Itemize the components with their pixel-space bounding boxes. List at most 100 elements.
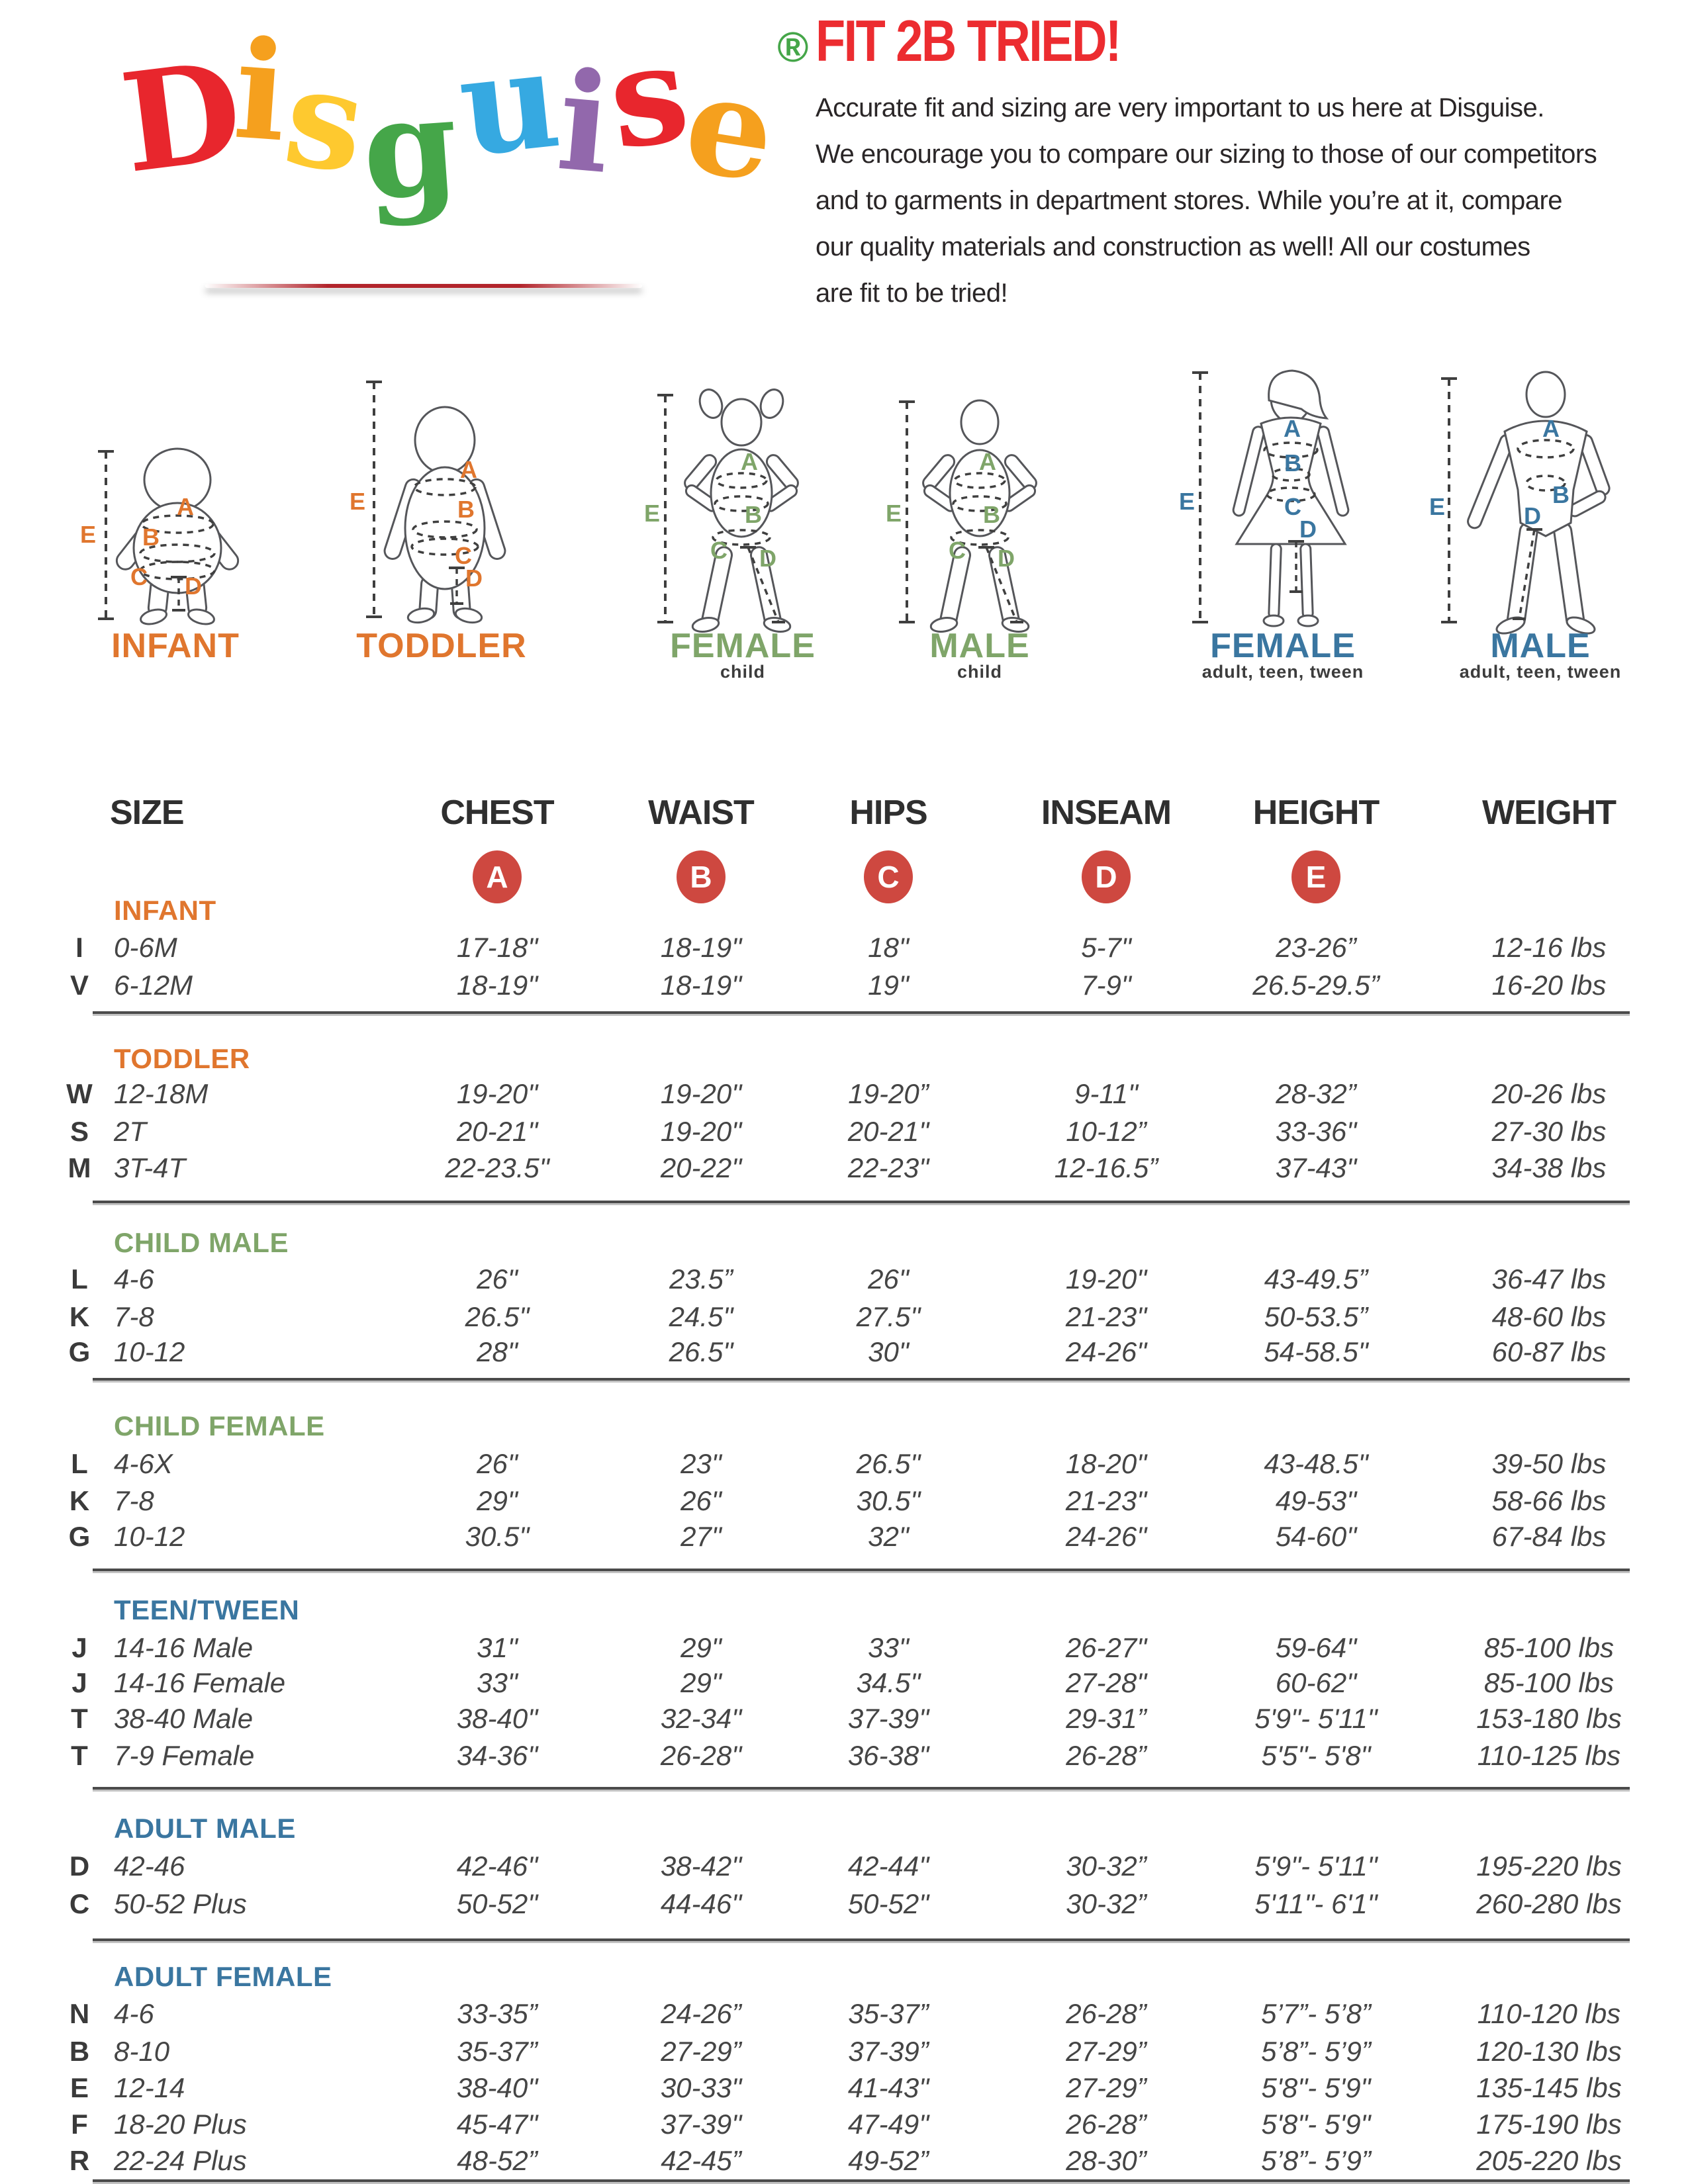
cell-chest: 31": [477, 1632, 518, 1663]
cell-height: 5'8"- 5'9": [1261, 2109, 1371, 2140]
row-code-letter: S: [70, 1116, 89, 1147]
svg-text:D: D: [998, 545, 1015, 572]
cell-inseam: 27-29”: [1066, 2072, 1147, 2103]
row-code-letter: T: [71, 1740, 88, 1771]
section-label-child-male: CHILD MALE: [114, 1227, 289, 1258]
figure-label-male-child: MALE: [929, 627, 1030, 665]
cell-weight: 135-145 lbs: [1476, 2072, 1622, 2103]
figure-sublabel-female-adult: adult, teen, tween: [1201, 662, 1364, 682]
figure-label-female-child: FEMALE: [670, 627, 816, 665]
cell-height: 5’8”- 5’9”: [1261, 2145, 1371, 2176]
svg-text:C: C: [130, 563, 148, 590]
cell-hips: 42-44": [847, 1850, 929, 1882]
row-code-letter: I: [75, 932, 83, 963]
cell-size: 22-24 Plus: [114, 2145, 247, 2176]
row-code-letter: M: [68, 1152, 91, 1183]
intro-line: our quality materials and construction a…: [816, 232, 1530, 261]
row-code-letter: D: [69, 1850, 90, 1882]
logo-letter: g: [357, 66, 463, 231]
cell-chest: 22-23.5": [445, 1152, 549, 1183]
cell-waist: 26.5": [669, 1336, 733, 1367]
cell-size: 3T-4T: [114, 1152, 186, 1183]
row-code-letter: J: [71, 1632, 87, 1663]
registered-trademark-icon: ®: [777, 23, 809, 71]
svg-text:A: A: [1542, 415, 1560, 442]
svg-text:E: E: [1179, 488, 1195, 515]
svg-text:C: C: [710, 537, 727, 564]
cell-chest: 45-47": [456, 2109, 538, 2140]
cell-height: 5'5"- 5'8": [1261, 1740, 1371, 1771]
row-code-letter: E: [70, 2072, 89, 2103]
cell-chest: 26.5": [465, 1301, 530, 1332]
cell-chest: 19-20": [456, 1078, 538, 1109]
cell-chest: 17-18": [456, 932, 538, 963]
svg-text:B: B: [983, 501, 1000, 528]
cell-waist: 44-46": [660, 1888, 742, 1919]
svg-text:C: C: [1284, 493, 1301, 520]
cell-waist: 23": [680, 1448, 722, 1479]
cell-size: 14-16 Female: [114, 1667, 286, 1698]
svg-text:D: D: [1299, 516, 1317, 543]
cell-waist: 42-45”: [661, 2145, 741, 2176]
cell-chest: 26": [477, 1448, 518, 1479]
cell-chest: 20-21": [456, 1116, 538, 1147]
measure-badge-c: C: [864, 850, 913, 903]
cell-height: 5'8"- 5'9": [1261, 2072, 1371, 2103]
cell-inseam: 9-11": [1074, 1078, 1138, 1109]
logo-letter: s: [600, 13, 698, 181]
svg-text:B: B: [1284, 449, 1301, 477]
cell-height: 43-49.5”: [1264, 1263, 1368, 1295]
cell-weight: 205-220 lbs: [1476, 2145, 1622, 2176]
cell-inseam: 26-28”: [1066, 1998, 1147, 2029]
cell-height: 54-58.5": [1264, 1336, 1368, 1367]
cell-hips: 30.5": [856, 1485, 921, 1516]
cell-height: 60-62": [1275, 1667, 1357, 1698]
row-code-letter: B: [69, 2036, 90, 2067]
cell-waist: 29": [680, 1632, 722, 1663]
cell-size: 7-8: [114, 1301, 154, 1332]
figure-label-male-adult: MALE: [1490, 627, 1591, 665]
cell-inseam: 28-30”: [1066, 2145, 1147, 2176]
cell-chest: 38-40": [456, 1703, 538, 1734]
svg-text:D: D: [759, 545, 776, 572]
cell-hips: 27.5": [856, 1301, 921, 1332]
intro-line: are fit to be tried!: [816, 279, 1008, 308]
col-header-weight: WEIGHT: [1482, 794, 1617, 832]
cell-hips: 26.5": [856, 1448, 921, 1479]
cell-hips: 18": [868, 932, 909, 963]
cell-inseam: 27-29”: [1066, 2036, 1147, 2067]
cell-chest: 34-36": [456, 1740, 538, 1771]
figure-label-toddler: TODDLER: [356, 627, 527, 665]
row-code-letter: R: [69, 2145, 90, 2176]
measure-badge-e: E: [1291, 850, 1340, 903]
cell-waist: 37-39": [660, 2109, 742, 2140]
cell-weight: 27-30 lbs: [1491, 1116, 1607, 1147]
cell-inseam: 21-23": [1065, 1485, 1147, 1516]
cell-chest: 29": [477, 1485, 518, 1516]
row-code-letter: G: [68, 1521, 91, 1552]
cell-size: 50-52 Plus: [114, 1888, 247, 1919]
cell-size: 10-12: [114, 1336, 185, 1367]
cell-size: 18-20 Plus: [114, 2109, 247, 2140]
cell-weight: 34-38 lbs: [1491, 1152, 1607, 1183]
row-code-letter: F: [71, 2109, 88, 2140]
cell-chest: 42-46": [456, 1850, 538, 1882]
cell-waist: 38-42": [660, 1850, 742, 1882]
cell-waist: 20-22": [660, 1152, 742, 1183]
cell-inseam: 7-9": [1081, 970, 1131, 1001]
cell-size: 10-12: [114, 1521, 185, 1552]
svg-text:B: B: [1552, 481, 1570, 508]
cell-height: 5'11"- 6'1": [1254, 1888, 1378, 1919]
cell-chest: 26": [477, 1263, 518, 1295]
cell-height: 49-53": [1275, 1485, 1357, 1516]
svg-text:E: E: [350, 488, 365, 515]
cell-weight: 85-100 lbs: [1483, 1667, 1615, 1698]
cell-hips: 19": [868, 970, 909, 1001]
cell-size: 14-16 Male: [114, 1632, 254, 1663]
cell-inseam: 27-28": [1065, 1667, 1147, 1698]
cell-weight: 110-125 lbs: [1477, 1740, 1621, 1771]
cell-inseam: 24-26": [1065, 1336, 1147, 1367]
cell-size: 8-10: [114, 2036, 170, 2067]
